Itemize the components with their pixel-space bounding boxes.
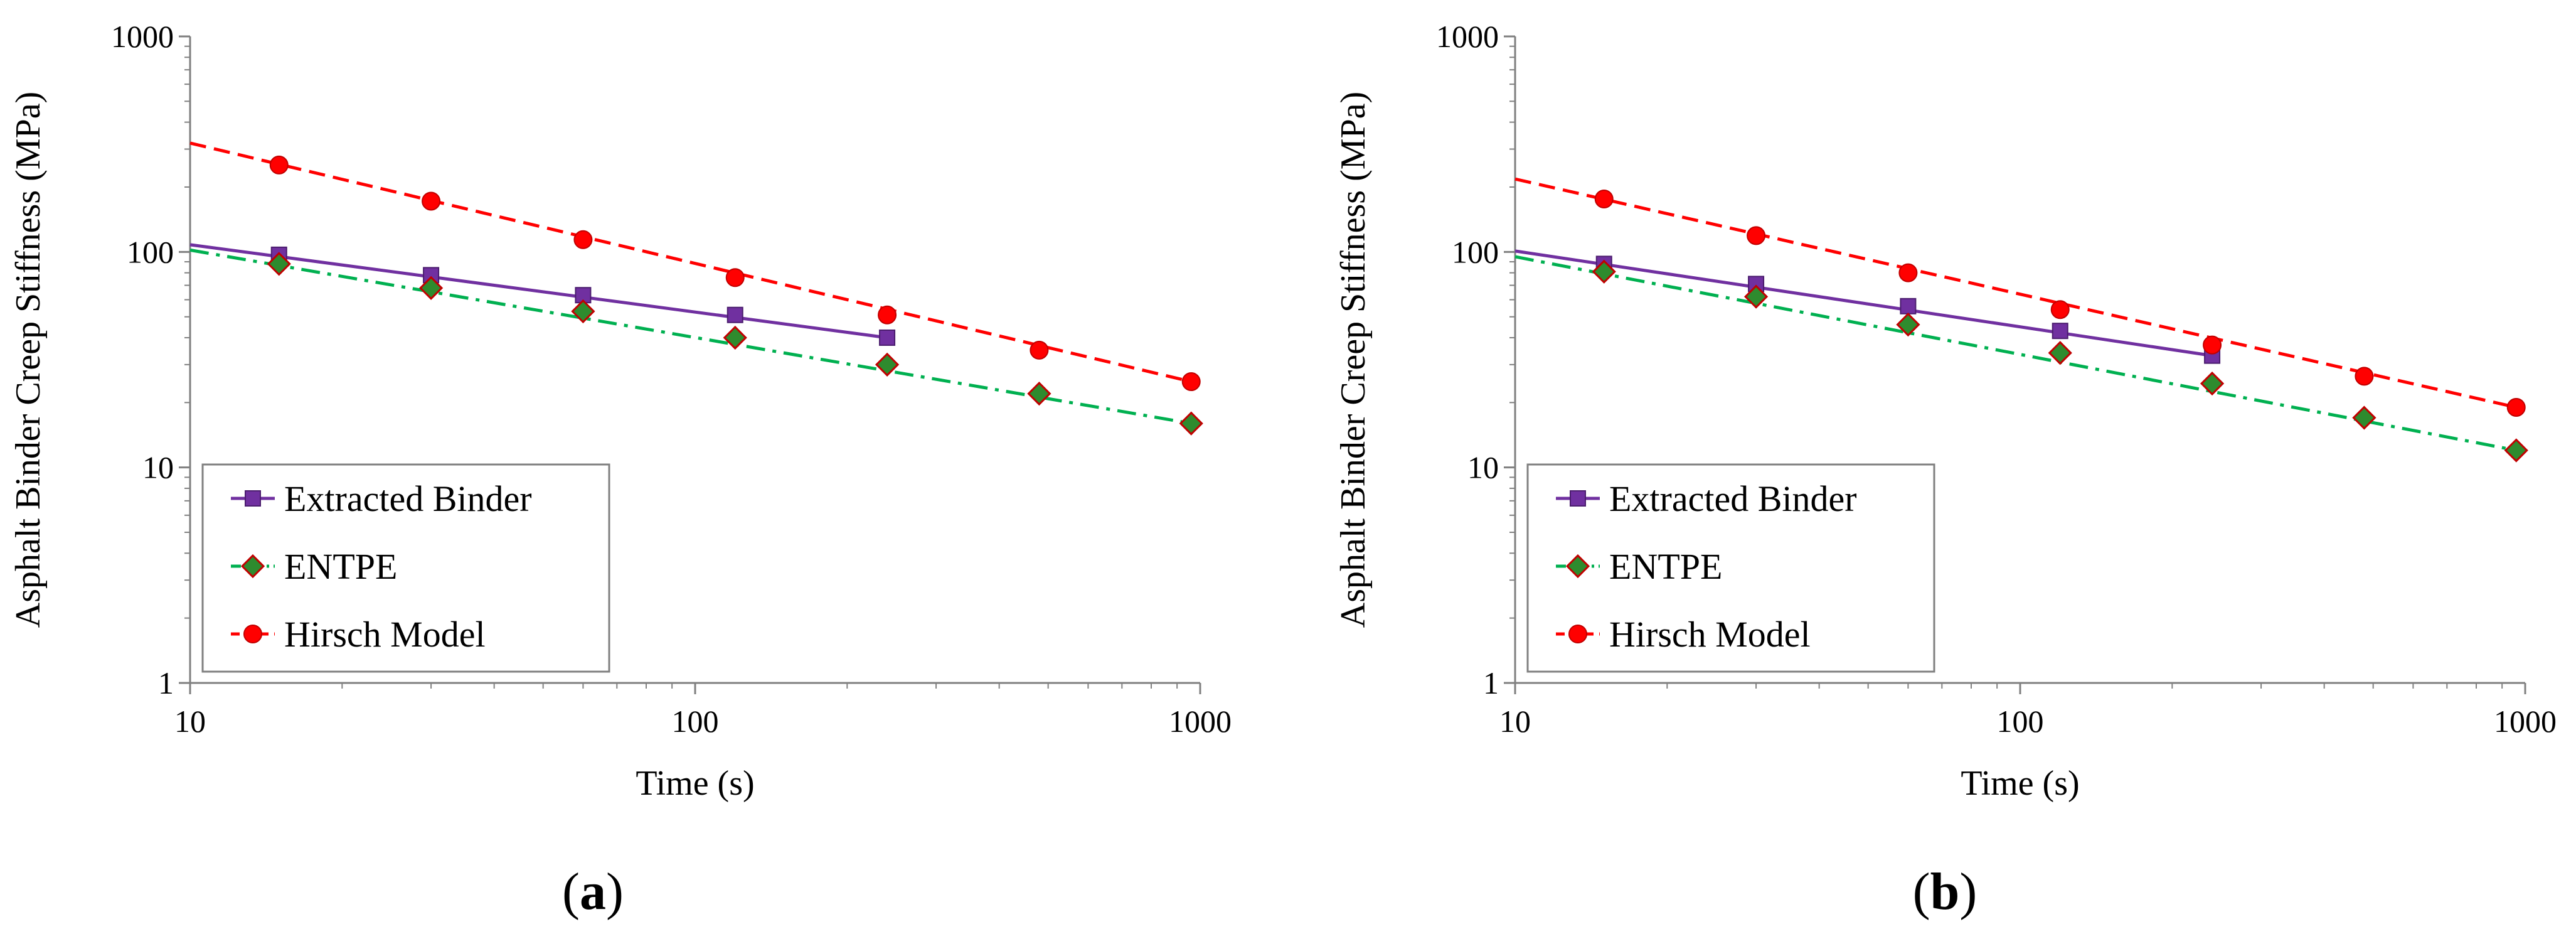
legend-marker <box>240 554 265 579</box>
legend-marker <box>1568 625 1587 643</box>
x-tick-label: 10 <box>1499 704 1531 739</box>
legend: Extracted Binder ENTPE Hirsch Model <box>201 463 610 673</box>
data-point <box>2052 323 2068 340</box>
x-axis-title: Time (s) <box>1961 764 2079 803</box>
data-point <box>1030 340 1049 360</box>
series-hirsch-model <box>189 141 1201 392</box>
series-entpe <box>1514 255 2528 463</box>
y-axis-title: Asphalt Binder Creep Stiffness (MPa) <box>9 92 48 628</box>
x-axis-title: Time (s) <box>636 764 754 803</box>
legend-label: Extracted Binder <box>284 478 532 519</box>
data-point <box>1592 259 1616 284</box>
x-tick-label: 10 <box>174 704 206 739</box>
y-tick-label: 100 <box>127 234 174 269</box>
series-hirsch-model <box>1514 177 2526 417</box>
data-point <box>573 230 593 249</box>
data-point <box>875 352 900 377</box>
data-point <box>1900 298 1917 314</box>
data-point <box>269 155 289 175</box>
panel-label-letter: a <box>580 862 606 921</box>
legend: Extracted Binder ENTPE Hirsch Model <box>1526 463 1935 673</box>
data-point <box>2506 397 2526 417</box>
data-point <box>1181 372 1201 392</box>
series-line <box>189 141 1192 384</box>
y-axis-title: Asphalt Binder Creep Stiffness (MPa) <box>1334 92 1373 628</box>
legend-label: Hirsch Model <box>284 614 486 655</box>
data-point <box>1179 411 1203 436</box>
data-point <box>2200 371 2225 396</box>
data-point <box>2203 335 2222 355</box>
legend-marker <box>243 625 262 643</box>
data-point <box>267 252 291 276</box>
data-point <box>2355 367 2374 386</box>
x-tick-label: 1000 <box>2494 704 2557 739</box>
data-point <box>2352 405 2376 430</box>
x-tick-label: 1000 <box>1169 704 1232 739</box>
data-point <box>422 191 441 211</box>
data-point <box>726 306 743 323</box>
series-line <box>189 248 1192 426</box>
y-tick-label: 1 <box>158 665 174 701</box>
data-point <box>878 305 897 325</box>
panel-label: (a) <box>562 862 624 921</box>
y-tick-label: 1000 <box>111 19 174 54</box>
legend-marker <box>1565 554 1590 579</box>
data-point <box>725 268 745 287</box>
data-point <box>1896 312 1920 337</box>
data-point <box>1594 190 1614 209</box>
x-tick-label: 100 <box>672 704 719 739</box>
data-point <box>723 325 747 350</box>
data-point <box>1747 226 1766 245</box>
legend-marker <box>245 490 261 507</box>
legend-label: Extracted Binder <box>1609 478 1857 519</box>
panel-label-close: ) <box>1959 862 1977 921</box>
data-point <box>879 329 896 346</box>
x-tick-label: 100 <box>1997 704 2044 739</box>
legend-label: ENTPE <box>1609 546 1722 587</box>
series-extracted-binder <box>1514 249 2221 364</box>
series-extracted-binder <box>189 243 896 346</box>
y-tick-label: 1000 <box>1436 19 1499 54</box>
legend-marker <box>1570 490 1586 507</box>
panel-label: (b) <box>1913 862 1977 921</box>
series-line <box>189 243 888 340</box>
legend-label: ENTPE <box>284 546 397 587</box>
y-tick-label: 10 <box>1467 450 1499 485</box>
panel-label-open: ( <box>1913 862 1930 921</box>
data-point <box>1743 284 1769 309</box>
data-point <box>1898 263 1918 282</box>
series-line <box>1514 249 2213 358</box>
data-point <box>418 276 444 300</box>
data-point <box>571 299 595 324</box>
data-point <box>2048 341 2072 365</box>
series-entpe <box>189 248 1203 436</box>
data-point <box>2050 300 2070 320</box>
legend-label: Hirsch Model <box>1609 614 1811 655</box>
y-tick-label: 1 <box>1483 665 1499 701</box>
y-tick-label: 100 <box>1452 234 1499 269</box>
panel-label-letter: b <box>1930 862 1960 921</box>
data-point <box>1027 381 1051 406</box>
panel-label-open: ( <box>562 862 580 921</box>
data-point <box>2504 438 2528 463</box>
y-tick-label: 10 <box>142 450 174 485</box>
panel-label-close: ) <box>606 862 624 921</box>
